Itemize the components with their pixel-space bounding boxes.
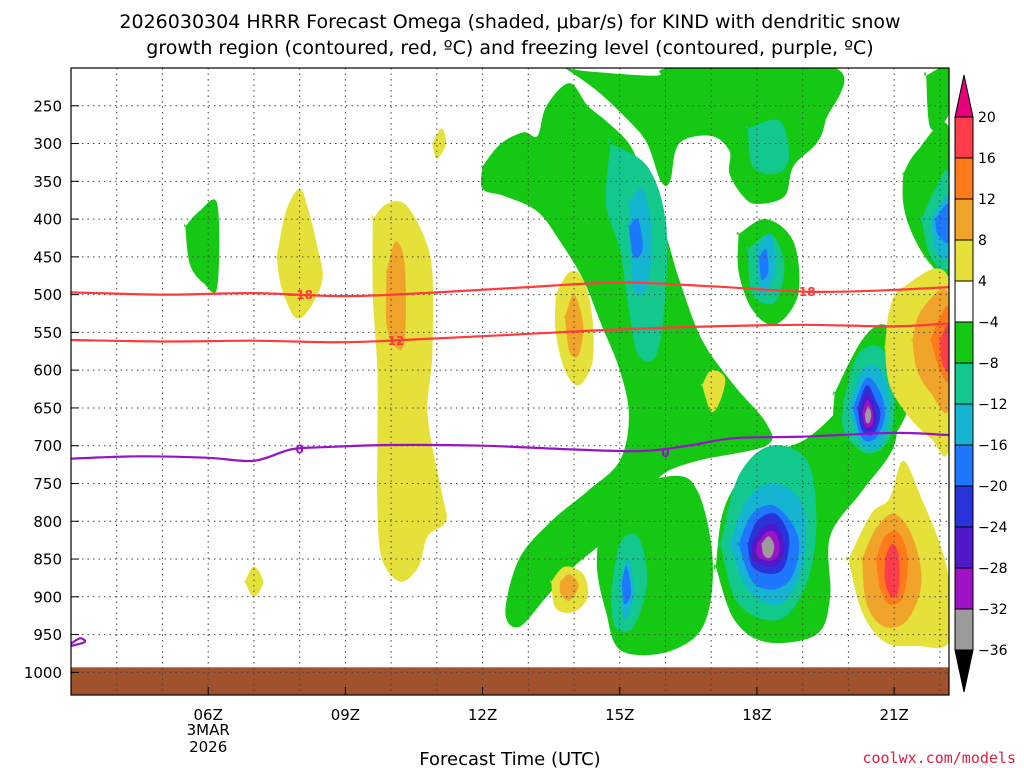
x-tick-label-12Z: 12Z	[468, 706, 497, 724]
omega-yellow-07z	[243, 566, 264, 597]
chart-title-line1: 2026030304 HRRR Forecast Omega (shaded, …	[119, 11, 900, 33]
colorbar-swatch-0	[954, 116, 974, 159]
colorbar-label-3: 8	[978, 233, 987, 249]
x-tick-label-06Z: 06Z	[194, 706, 223, 724]
omega-red-21z-upper	[939, 323, 949, 373]
omega-red-21z-lower	[884, 543, 900, 598]
colorbar-swatch-11	[954, 567, 974, 610]
colorbar-label-6: −8	[978, 356, 999, 372]
contour-extra-label-0: 18	[799, 285, 816, 299]
colorbar-label-8: −16	[978, 438, 1008, 454]
x-axis-label: Forecast Time (UTC)	[419, 749, 600, 768]
credit-text: coolwx.com/models	[862, 749, 1016, 767]
ground-layer	[71, 667, 949, 695]
omega-blue-small-18z	[758, 248, 769, 281]
y-tick-label-750: 750	[33, 475, 62, 493]
contour-freezing-level-0	[71, 431, 949, 463]
colorbar-label-11: −28	[978, 561, 1008, 577]
grid-lines	[70, 68, 949, 695]
colorbar-swatch-5	[954, 321, 974, 364]
contour-label-dgz-minus-12: −12	[378, 334, 405, 348]
omega-grey-20z	[864, 406, 872, 424]
y-axis-ticks: 250 300 350 400 450 500 550 600 650 700 750 800 850 9…	[24, 97, 79, 682]
omega-green-far-upper-right	[924, 68, 949, 131]
contour-extra-label-1: 0	[661, 446, 669, 460]
y-tick-label-950: 950	[33, 626, 62, 644]
x-tick-label-15Z: 15Z	[605, 706, 634, 724]
colorbar-label-10: −24	[978, 520, 1008, 536]
contour-dgz-minus-18	[71, 281, 949, 298]
omega-teal-18z-upper	[745, 119, 790, 175]
colorbar-label-13: −36	[978, 643, 1008, 659]
colorbar-swatch-2	[954, 198, 974, 241]
ground-fill	[71, 667, 949, 695]
y-tick-label-400: 400	[33, 211, 62, 229]
y-tick-label-500: 500	[33, 286, 62, 304]
omega-yellow-11z	[431, 128, 447, 159]
y-tick-label-650: 650	[33, 399, 62, 417]
omega-green-lower-center	[596, 475, 713, 656]
colorbar-bottom-arrow	[954, 649, 974, 693]
plot-frame	[70, 67, 950, 696]
y-tick-label-1000: 1000	[24, 664, 62, 682]
colorbar-swatch-12	[954, 608, 974, 651]
y-tick-label-550: 550	[33, 324, 62, 342]
colorbar-label-5: −4	[978, 315, 999, 331]
colorbar-label-1: 16	[978, 151, 996, 167]
colorbar-swatch-1	[954, 157, 974, 200]
colorbar-swatch-7	[954, 403, 974, 446]
colorbar-label-7: −12	[978, 397, 1008, 413]
colorbar: 20 16 12 8 4 −4 −8 −12 −16 −20 −24 −28 −32 −36	[954, 74, 1008, 693]
omega-orange-10z	[385, 241, 406, 350]
contour-dgz-minus-12	[71, 322, 949, 344]
omega-blue-small-lower-15z	[621, 566, 632, 605]
colorbar-label-4: 4	[978, 274, 987, 290]
colorbar-swatch-4	[954, 280, 974, 323]
contour-label-dgz-minus-18: −18	[286, 288, 313, 302]
y-tick-label-850: 850	[33, 551, 62, 569]
colorbar-swatch-10	[954, 526, 974, 569]
y-tick-label-800: 800	[33, 513, 62, 531]
contour-label-freezing-level-0: 0	[295, 442, 303, 456]
omega-yellow-17z	[700, 369, 726, 413]
y-tick-label-350: 350	[33, 173, 62, 191]
colorbar-label-9: −20	[978, 479, 1008, 495]
omega-shading	[184, 68, 949, 656]
colorbar-label-0: 20	[978, 110, 996, 126]
temperature-contours: −18 −12 0 18 0	[71, 281, 949, 647]
omega-green-small-06z	[184, 199, 220, 293]
y-tick-label-900: 900	[33, 588, 62, 606]
omega-orange-14z	[564, 294, 584, 358]
contour-freezing-level-0-sfc	[71, 637, 87, 647]
omega-blue-21z	[934, 203, 949, 244]
omega-blue-small-15z	[628, 218, 643, 259]
x-tick-sublabel-date: 3MAR	[187, 721, 230, 739]
omega-yellow-08z	[275, 188, 323, 319]
chart-title-line2: growth region (contoured, red, ºC) and f…	[146, 37, 873, 59]
colorbar-swatch-3	[954, 239, 974, 282]
colorbar-swatch-9	[954, 485, 974, 528]
x-tick-label-09Z: 09Z	[331, 706, 360, 724]
x-tick-label-21Z: 21Z	[879, 706, 908, 724]
y-tick-label-600: 600	[33, 362, 62, 380]
colorbar-swatch-8	[954, 444, 974, 487]
y-tick-label-450: 450	[33, 248, 62, 266]
colorbar-label-12: −32	[978, 602, 1008, 618]
x-tick-label-18Z: 18Z	[742, 706, 771, 724]
x-tick-sublabel-year: 2026	[189, 738, 227, 756]
y-tick-label-300: 300	[33, 135, 62, 153]
omega-grey-18z	[760, 536, 775, 559]
omega-green-west-tongue	[480, 83, 773, 628]
colorbar-label-2: 12	[978, 192, 996, 208]
y-tick-label-250: 250	[33, 97, 62, 115]
colorbar-swatch-6	[954, 362, 974, 405]
y-tick-label-700: 700	[33, 437, 62, 455]
